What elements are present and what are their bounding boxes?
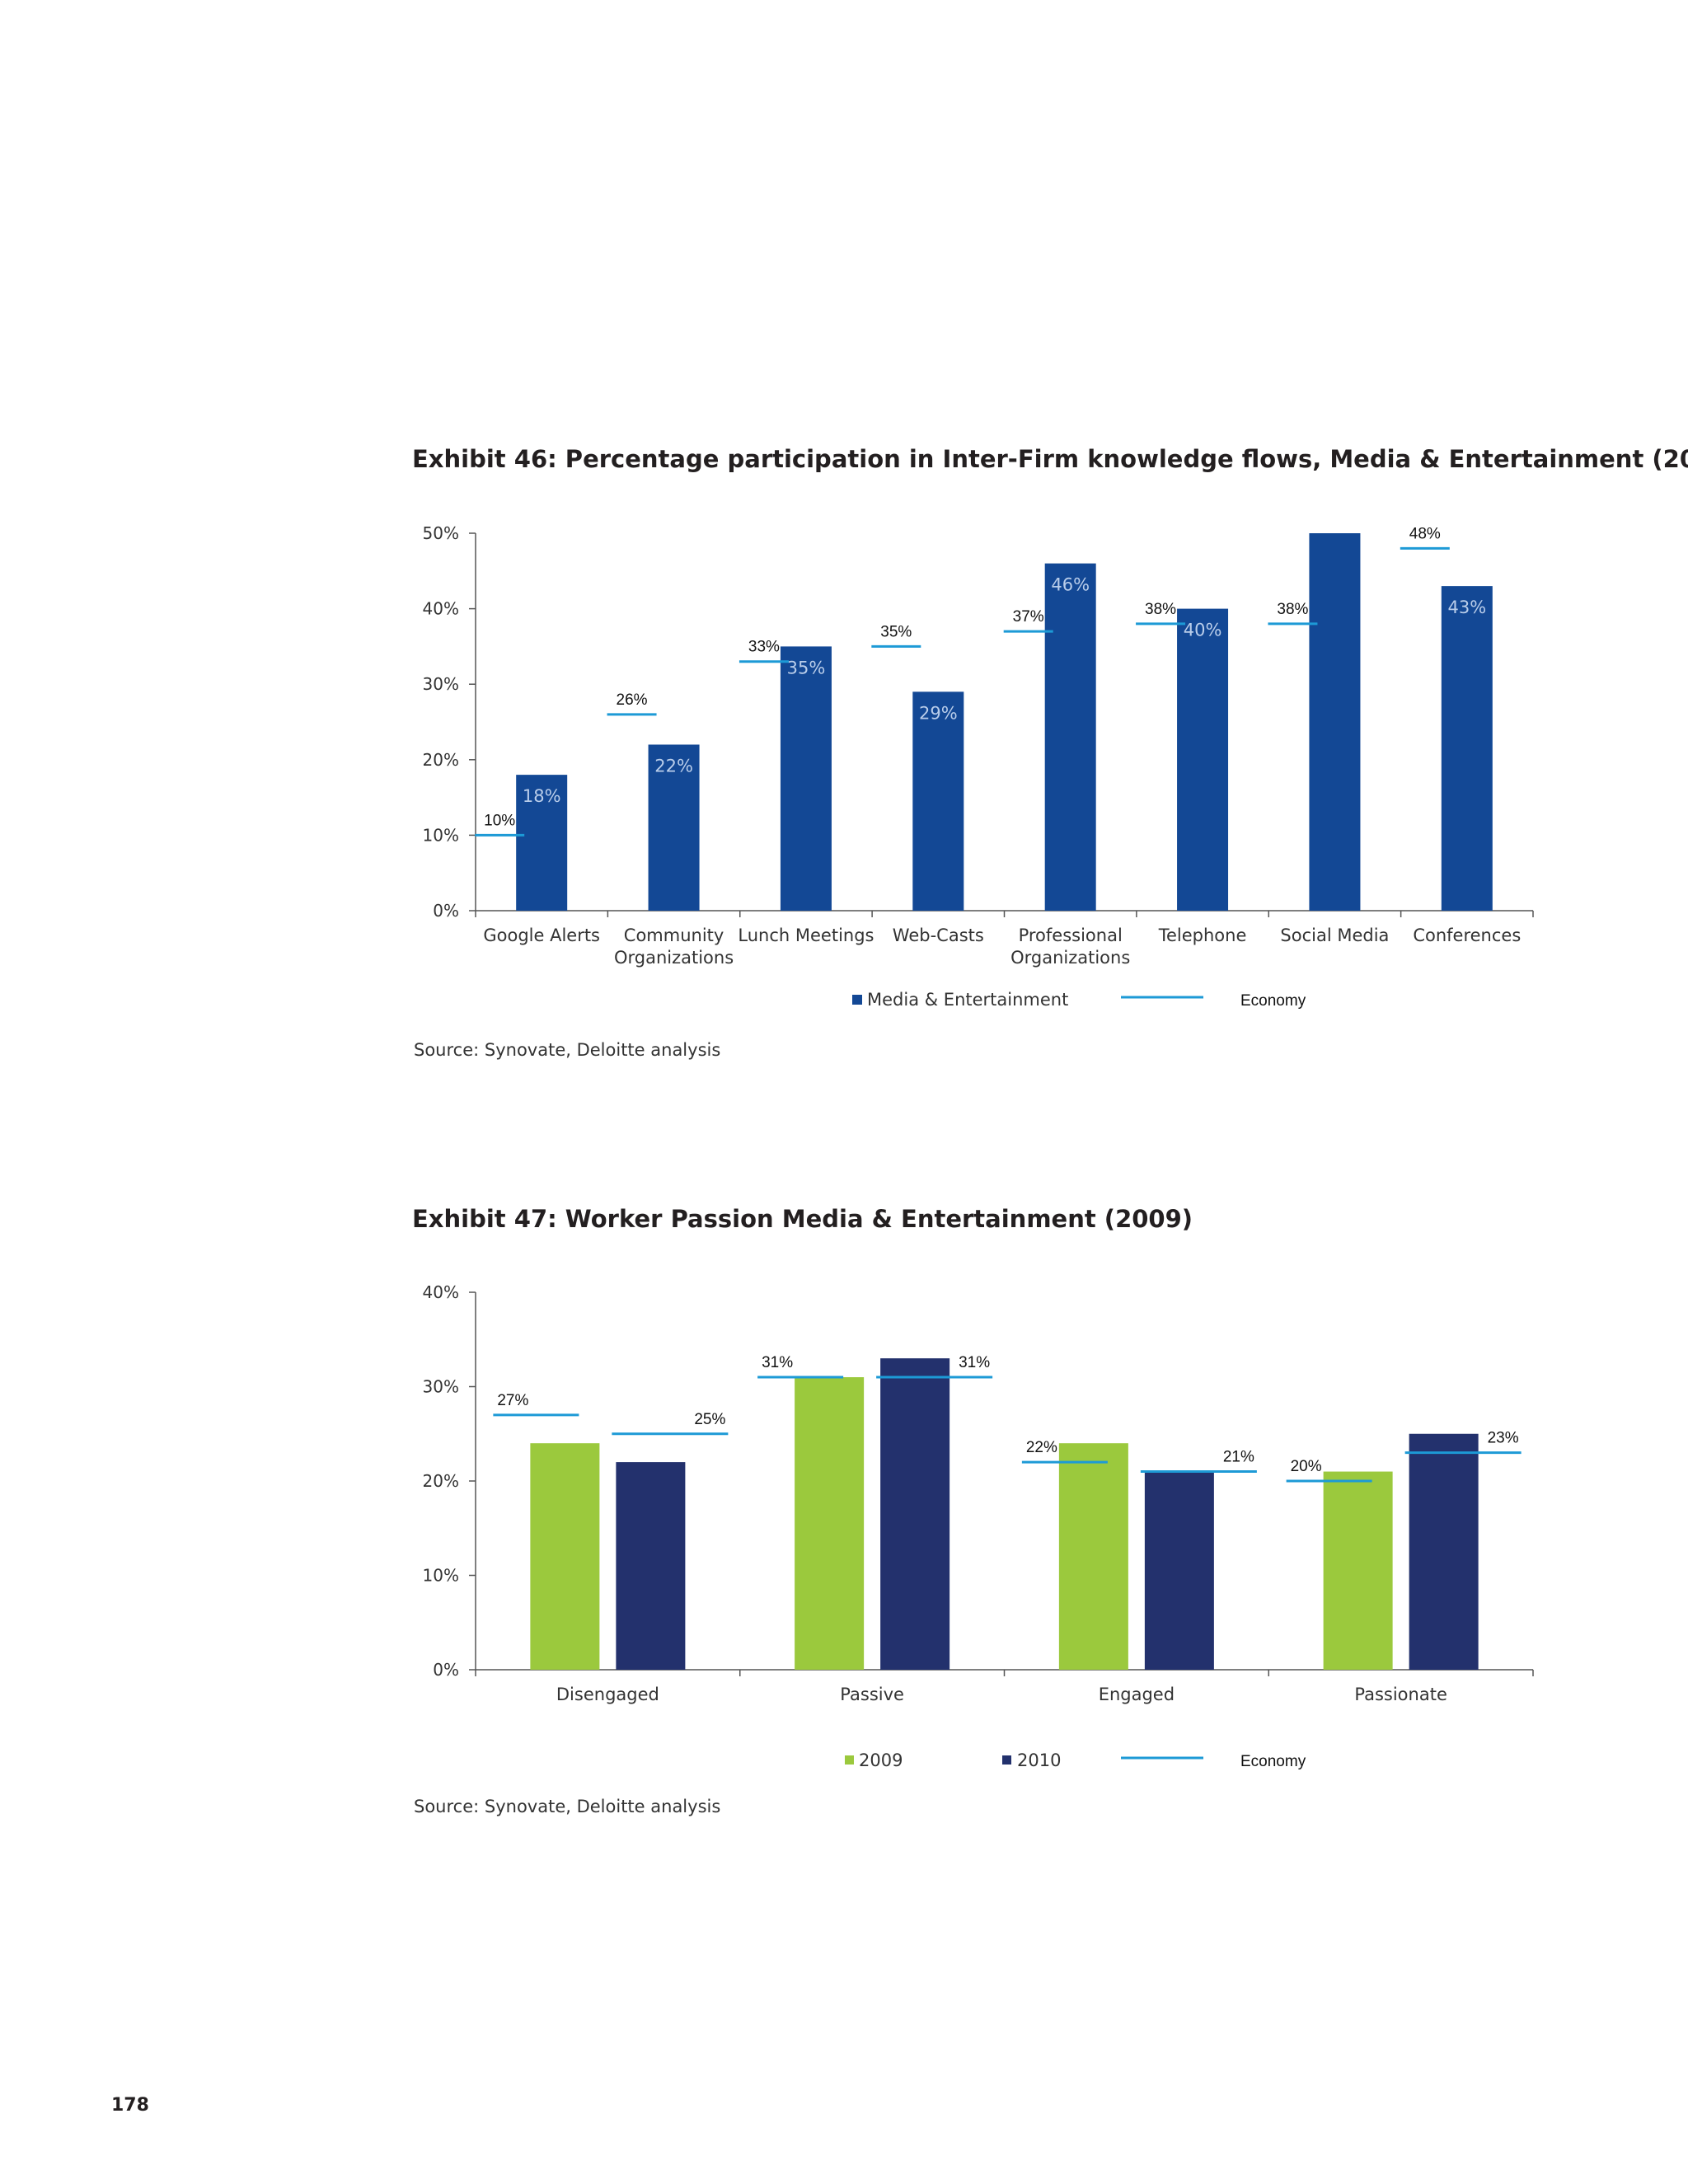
category-label: Disengaged	[556, 1685, 659, 1704]
legend-label-economy: Economy	[1240, 1753, 1306, 1770]
bar-2010	[616, 1462, 686, 1670]
category-label: Engaged	[1099, 1685, 1175, 1704]
bar-2010	[880, 1358, 950, 1670]
bar-2010	[1409, 1433, 1479, 1670]
y-tick-label: 30%	[423, 674, 459, 694]
bar-value-label: 18%	[523, 786, 561, 806]
exhibit-47-chart: 0% 10% 20% 30% 40% 27% 25% Disengaged 31% 31% Pass…	[423, 1282, 1534, 1770]
y-tick-label: 0%	[433, 901, 459, 921]
category-label: Passionate	[1354, 1685, 1447, 1704]
economy-value-label: 26%	[617, 691, 648, 709]
legend-label-media-entertainment: Media & Entertainment	[867, 990, 1068, 1010]
economy-value-label: 38%	[1277, 601, 1308, 618]
bar-media-entertainment	[1044, 563, 1096, 911]
economy-value-label: 27%	[497, 1392, 528, 1409]
y-tick-label: 10%	[423, 825, 459, 845]
economy-value-label: 31%	[762, 1354, 793, 1371]
category-label: Social Media	[1280, 926, 1389, 945]
economy-value-label: 10%	[484, 812, 515, 829]
category-label: Professional	[1019, 926, 1123, 945]
economy-value-label: 22%	[1026, 1439, 1057, 1456]
economy-value-label: 21%	[1223, 1449, 1254, 1466]
y-tick-label: 30%	[423, 1377, 459, 1397]
legend-label-economy: Economy	[1240, 992, 1306, 1010]
legend-label-2010: 2010	[1017, 1750, 1061, 1770]
bar-value-label: 22%	[654, 756, 693, 776]
bar-media-entertainment	[648, 744, 700, 911]
category-label: Web-Casts	[893, 926, 984, 945]
bar-value-label: 46%	[1051, 575, 1090, 595]
y-tick-label: 40%	[423, 1282, 459, 1302]
bar-2009	[530, 1443, 600, 1670]
exhibit-47-title: Exhibit 47: Worker Passion Media & Enter…	[412, 1205, 1193, 1233]
bar-value-label: 29%	[919, 703, 958, 723]
category-label: Organizations	[614, 948, 734, 968]
bar-2009	[1058, 1443, 1128, 1670]
bar-2009	[1323, 1471, 1393, 1670]
category-label: Google Alerts	[483, 926, 600, 945]
y-tick-label: 40%	[423, 599, 459, 619]
y-tick-label: 20%	[423, 1471, 459, 1491]
exhibit-47-source: Source: Synovate, Deloitte analysis	[414, 1797, 721, 1816]
economy-value-label: 37%	[1013, 608, 1044, 626]
economy-value-label: 35%	[880, 623, 912, 640]
y-tick-label: 50%	[423, 523, 459, 543]
bar-value-label: 40%	[1184, 621, 1222, 640]
economy-value-label: 48%	[1409, 525, 1441, 542]
economy-value-label: 23%	[1488, 1430, 1519, 1447]
exhibit-46-chart: 0% 10% 20% 30% 40% 50% 18% Google Alerts 10% 22% C…	[423, 523, 1534, 1010]
y-tick-label: 10%	[423, 1566, 459, 1586]
category-label: Telephone	[1158, 926, 1247, 945]
legend-swatch-media-entertainment	[852, 995, 862, 1005]
y-tick-label: 0%	[433, 1660, 459, 1680]
category-label: Organizations	[1010, 948, 1130, 968]
economy-value-label: 31%	[959, 1354, 990, 1371]
bar-media-entertainment	[1309, 533, 1361, 911]
bar-media-entertainment	[516, 775, 568, 911]
legend-swatch-2010	[1002, 1755, 1011, 1765]
economy-value-label: 20%	[1291, 1458, 1322, 1475]
legend-swatch-2009	[845, 1755, 854, 1765]
category-label: Lunch Meetings	[738, 926, 874, 945]
category-label: Community	[624, 926, 724, 945]
exhibit-46-title: Exhibit 46: Percentage participation in …	[412, 445, 1688, 473]
bar-media-entertainment	[912, 691, 964, 911]
economy-value-label: 25%	[694, 1411, 725, 1428]
bar-value-label: 43%	[1447, 598, 1486, 617]
bar-2009	[795, 1377, 865, 1670]
economy-value-label: 38%	[1145, 601, 1176, 618]
bar-media-entertainment	[780, 646, 832, 911]
economy-value-label: 33%	[748, 639, 780, 656]
bar-media-entertainment	[1177, 608, 1229, 911]
exhibit-46-source: Source: Synovate, Deloitte analysis	[414, 1040, 721, 1060]
category-label: Conferences	[1413, 926, 1521, 945]
bar-media-entertainment	[1441, 586, 1493, 911]
category-label: Passive	[840, 1685, 904, 1704]
page-number: 178	[111, 2095, 149, 2116]
legend-label-2009: 2009	[859, 1750, 903, 1770]
bar-2010	[1144, 1471, 1214, 1670]
y-tick-label: 20%	[423, 750, 459, 770]
bar-value-label: 35%	[787, 658, 826, 677]
